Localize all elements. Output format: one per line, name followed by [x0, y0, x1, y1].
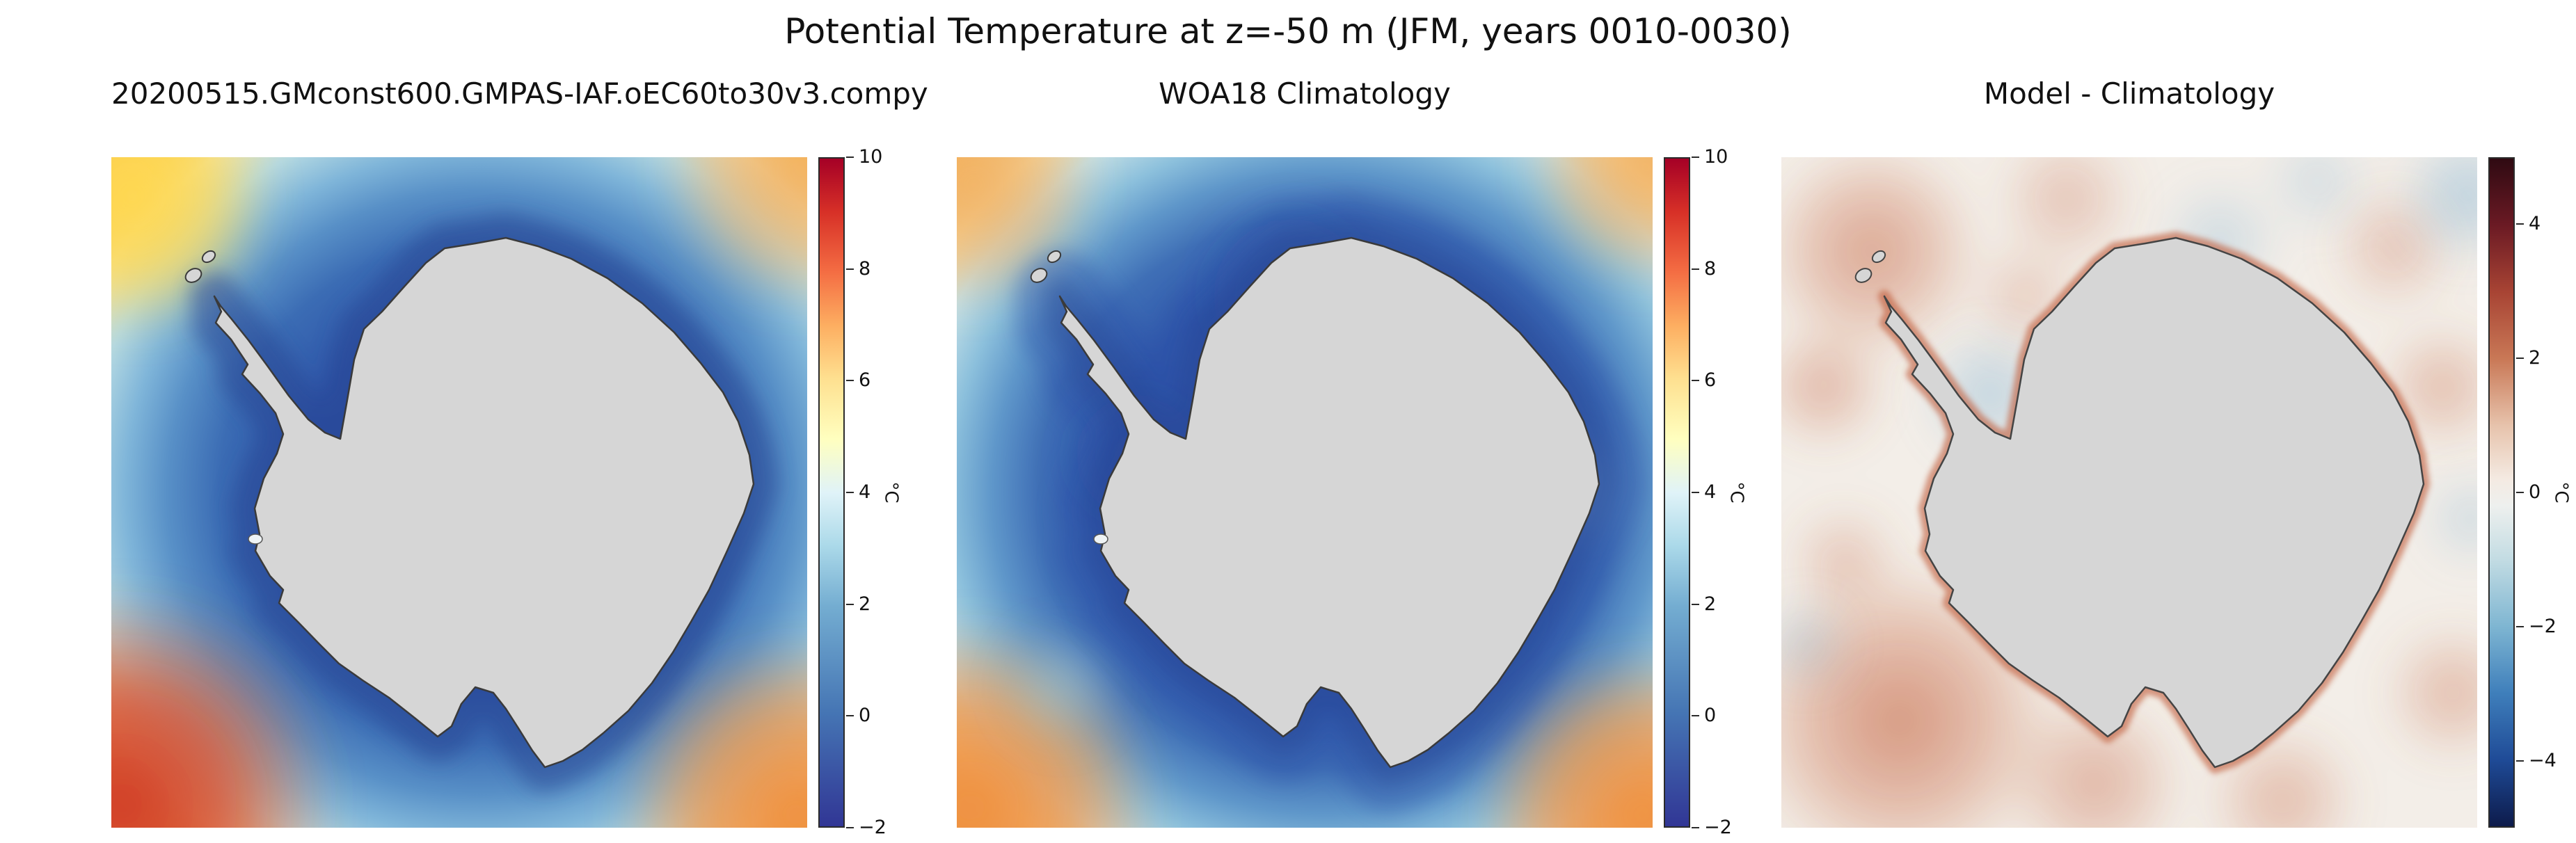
colorbar-units-label: °C: [881, 481, 902, 504]
colorbar-tick-label: 2: [859, 593, 871, 615]
colorbar-tick-label: −4: [2529, 749, 2557, 771]
colorbar-tick-label: −2: [1704, 817, 1732, 838]
panel-model: 20200515.GMconst600.GMPAS-IAF.oEC60to30v…: [111, 0, 974, 843]
panel-title-difference: Model - Climatology: [1983, 77, 2275, 111]
colorbar-units-model: °C: [880, 157, 903, 828]
map-climatology: [957, 157, 1653, 828]
colorbar-units-label: °C: [1726, 481, 1747, 504]
map-difference: [1781, 157, 2477, 828]
colorbar-model: [818, 157, 845, 828]
colorbar-tick-mark: [846, 492, 854, 493]
colorbar-tick-mark: [2516, 625, 2524, 627]
colorbar-tick-label: 6: [859, 369, 871, 392]
panel-title-climatology: WOA18 Climatology: [1159, 77, 1451, 111]
colorbar-tick-mark: [2516, 492, 2524, 493]
panel-title-model: 20200515.GMconst600.GMPAS-IAF.oEC60to30v…: [111, 77, 928, 111]
colorbar-tick-label: 10: [1704, 146, 1728, 168]
colorbar-tick-mark: [1692, 156, 1699, 158]
colorbar-tick-label: 2: [2529, 347, 2541, 369]
colorbar-climatology: [1664, 157, 1690, 828]
colorbar-tick-mark: [846, 156, 854, 158]
colorbar-tick-label: 0: [859, 705, 871, 727]
colorbar-tick-label: 0: [1704, 705, 1717, 727]
colorbar-tick-label: 0: [2529, 481, 2541, 503]
ice-shelf-patch: [1093, 533, 1108, 545]
map-difference-svg: [1781, 157, 2477, 828]
colorbar-ticks-model: 10 8 6 4 2 0 −2: [846, 146, 930, 838]
colorbar-units-difference: °C: [2550, 157, 2573, 828]
colorbar-ticks-climatology: 10 8 6 4 2 0 −2: [1692, 146, 1775, 838]
colorbar-tick-label: 8: [859, 257, 871, 280]
colorbar-tick-mark: [846, 827, 854, 828]
colorbar-tick-label: 4: [859, 481, 871, 503]
colorbar-units-climatology: °C: [1725, 157, 1749, 828]
colorbar-tick-label: −2: [859, 817, 887, 838]
colorbar-tick-mark: [1692, 715, 1699, 717]
warm-corner-blobs: [111, 157, 807, 828]
colorbar-tick-mark: [2516, 760, 2524, 762]
colorbar-tick-mark: [1692, 380, 1699, 382]
colorbar-units-label: °C: [2551, 481, 2572, 504]
ice-shelf-patch: [248, 533, 263, 545]
colorbar-tick-label: 6: [1704, 369, 1717, 392]
colorbar-tick-label: 10: [859, 146, 883, 168]
colorbar-tick-mark: [2516, 223, 2524, 225]
colorbar-difference: [2488, 157, 2515, 828]
colorbar-tick-mark: [846, 380, 854, 382]
colorbar-ticks-difference: 4 2 0 −2 −4: [2516, 157, 2576, 828]
colorbar-tick-mark: [1692, 492, 1699, 493]
map-climatology-svg: [957, 157, 1653, 828]
colorbar-tick-mark: [1692, 268, 1699, 270]
panel-difference: Model - Climatology: [1781, 0, 2576, 843]
map-model-svg: [111, 157, 807, 828]
colorbar-tick-label: 4: [1704, 481, 1717, 503]
figure-title: Potential Temperature at z=-50 m (JFM, y…: [784, 11, 1792, 51]
map-model: [111, 157, 807, 828]
colorbar-tick-mark: [846, 715, 854, 717]
colorbar-tick-mark: [1692, 827, 1699, 828]
colorbar-tick-mark: [2516, 358, 2524, 360]
colorbar-tick-label: 2: [1704, 593, 1717, 615]
colorbar-tick-label: 8: [1704, 257, 1717, 280]
colorbar-tick-label: −2: [2529, 615, 2557, 637]
colorbar-tick-label: 4: [2529, 213, 2541, 235]
panel-climatology: WOA18 Climatology: [957, 0, 1820, 843]
colorbar-tick-mark: [846, 268, 854, 270]
colorbar-tick-mark: [1692, 603, 1699, 605]
colorbar-tick-mark: [846, 603, 854, 605]
